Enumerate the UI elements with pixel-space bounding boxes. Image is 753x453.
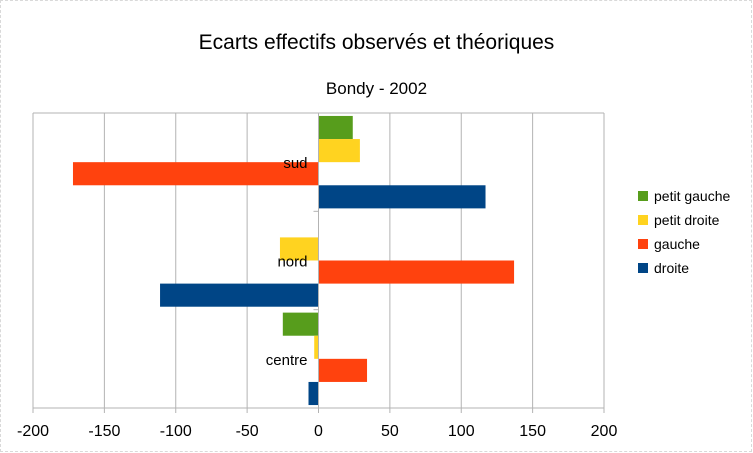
x-tick-label: 0 <box>314 423 323 440</box>
legend-item: gauche <box>638 232 730 256</box>
x-tick-labels: -200 -150 -100 -50 0 50 100 150 200 <box>17 423 617 440</box>
legend-label: gauche <box>654 236 700 252</box>
bar-nord-droite <box>160 283 319 307</box>
chart-subtitle: Bondy - 2002 <box>325 79 428 98</box>
bar-nord-gauche <box>318 260 515 284</box>
legend: petit gauche petit droite gauche droite <box>638 184 730 280</box>
category-labels: sud nord centre <box>266 155 308 369</box>
legend-label: petit droite <box>654 212 720 228</box>
x-tick-label: 50 <box>381 423 399 440</box>
legend-swatch <box>638 215 648 225</box>
category-label-centre: centre <box>266 352 308 369</box>
bar-sud-petit-droite <box>318 139 360 163</box>
x-tick-label: -50 <box>236 423 259 440</box>
x-tick-label: -150 <box>88 423 120 440</box>
x-tick-label: -100 <box>160 423 192 440</box>
bar-centre-petit-droite <box>314 335 319 359</box>
legend-swatch <box>638 191 648 201</box>
bar-sud-gauche <box>72 162 319 186</box>
x-tick-label: 200 <box>591 423 618 440</box>
x-tick-label: 100 <box>448 423 475 440</box>
bar-nord-petit-droite <box>279 237 319 261</box>
x-tick-label: -200 <box>17 423 49 440</box>
chart-title: Ecarts effectifs observés et théoriques <box>198 31 555 54</box>
legend-item: petit gauche <box>638 184 730 208</box>
legend-swatch <box>638 263 648 273</box>
bar-centre-petit-gauche <box>282 312 319 336</box>
legend-label: droite <box>654 260 690 276</box>
bar-centre-droite <box>308 381 319 406</box>
legend-label: petit gauche <box>654 188 731 204</box>
legend-item: petit droite <box>638 208 730 232</box>
legend-item: droite <box>638 256 730 280</box>
x-tick-label: 150 <box>519 423 546 440</box>
bar-sud-petit-gauche <box>318 115 353 140</box>
category-label-nord: nord <box>277 254 307 271</box>
bars <box>72 115 515 406</box>
category-label-sud: sud <box>283 155 307 172</box>
axes <box>32 112 605 413</box>
legend-swatch <box>638 239 648 249</box>
bar-sud-droite <box>318 185 486 209</box>
bar-centre-gauche <box>318 358 368 382</box>
